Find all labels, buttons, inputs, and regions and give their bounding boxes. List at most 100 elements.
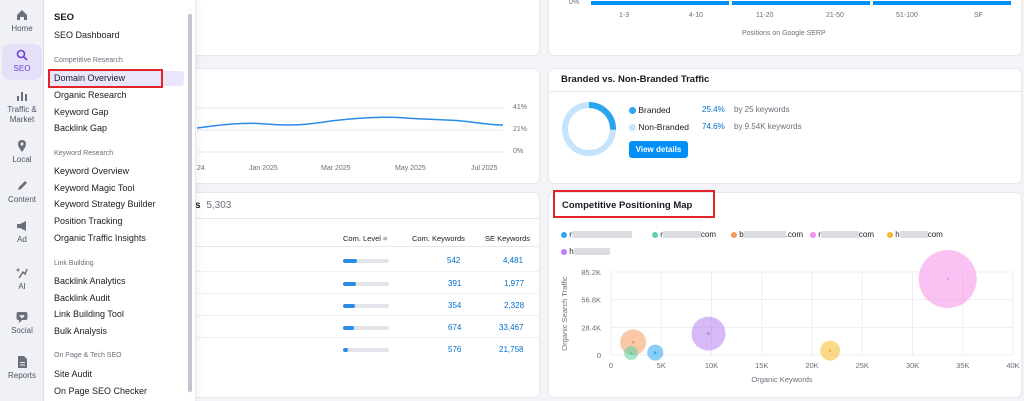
trend-x-tick: Jul 2025 bbox=[471, 165, 498, 172]
rail-item-home[interactable]: Home bbox=[2, 8, 42, 38]
legend-item[interactable]: r com bbox=[810, 230, 874, 239]
y-axis-label: Organic Search Traffic bbox=[560, 276, 569, 351]
menu-item-link-building-tool[interactable]: Link Building Tool bbox=[54, 309, 124, 319]
menu-item-domain-overview[interactable]: Domain Overview bbox=[48, 71, 184, 86]
se-keywords-value[interactable]: 2,328 bbox=[504, 301, 525, 310]
serp-cat: 11-20 bbox=[756, 12, 774, 19]
menu-item-site-audit[interactable]: Site Audit bbox=[54, 369, 93, 379]
serp-cat: 51-100 bbox=[896, 12, 918, 19]
trend-y-tick: 0% bbox=[513, 148, 524, 155]
menu-item-backlink-audit[interactable]: Backlink Audit bbox=[54, 293, 111, 303]
menu-item-keyword-magic-tool[interactable]: Keyword Magic Tool bbox=[54, 183, 135, 193]
x-tick-label: 30K bbox=[906, 361, 919, 370]
trend-x-tick: 24 bbox=[197, 165, 205, 172]
com-level-bar bbox=[343, 304, 389, 308]
rail-item-traffic-market[interactable]: Traffic & Market bbox=[2, 89, 42, 125]
legend-dot bbox=[652, 231, 658, 238]
com-level-fill bbox=[343, 282, 356, 286]
x-tick-label: 20K bbox=[805, 361, 818, 370]
legend-item[interactable]: b .com bbox=[731, 230, 803, 239]
com-keywords-value[interactable]: 576 bbox=[448, 345, 462, 354]
seo-icon bbox=[16, 49, 28, 61]
megaphone-icon bbox=[17, 221, 26, 231]
branded-row: Branded bbox=[629, 105, 671, 115]
com-level-bar bbox=[343, 259, 389, 263]
bar-chart-icon bbox=[17, 92, 27, 101]
com-level-fill bbox=[343, 304, 355, 308]
branded-desc: by 25 keywords bbox=[734, 105, 790, 114]
menu-item-on-page-seo-checker[interactable]: On Page SEO Checker bbox=[54, 386, 148, 396]
rail-item-local[interactable]: Local bbox=[2, 139, 42, 167]
rail-item-ai[interactable]: AI bbox=[2, 266, 42, 294]
serp-bar-3 bbox=[873, 1, 1011, 5]
menu-item-organic-research[interactable]: Organic Research bbox=[54, 90, 127, 100]
x-tick-label: 40K bbox=[1006, 361, 1019, 370]
legend-item[interactable]: r com bbox=[652, 230, 716, 239]
nav-rail: Home SEO Traffic & Market Local Content … bbox=[0, 0, 44, 401]
nonbranded-dot bbox=[629, 124, 636, 132]
serp-xlabel: Positions on Google SERP bbox=[742, 30, 826, 37]
com-keywords-value[interactable]: 542 bbox=[447, 256, 461, 265]
legend-dot bbox=[810, 231, 816, 238]
menu-item-bulk-analysis[interactable]: Bulk Analysis bbox=[54, 326, 108, 336]
x-tick-label: 10K bbox=[705, 361, 718, 370]
legend-dot bbox=[561, 231, 567, 238]
menu-item-keyword-overview[interactable]: Keyword Overview bbox=[54, 166, 130, 176]
legend-item[interactable]: h com bbox=[887, 230, 943, 239]
rail-item-social[interactable]: Social bbox=[2, 310, 42, 338]
rail-item-ad[interactable]: Ad bbox=[2, 219, 42, 247]
com-level-bar bbox=[343, 326, 389, 330]
menu-item-seo-dashboard[interactable]: SEO Dashboard bbox=[54, 30, 120, 40]
menu-item-position-tracking[interactable]: Position Tracking bbox=[54, 216, 123, 226]
y-tick-label: 28.4K bbox=[581, 323, 601, 332]
trend-x-tick: May 2025 bbox=[395, 165, 426, 172]
divider bbox=[151, 218, 539, 219]
row-divider bbox=[151, 337, 539, 338]
home-icon bbox=[17, 10, 27, 20]
menu-scrollbar[interactable] bbox=[188, 8, 192, 393]
com-keywords-value[interactable]: 354 bbox=[448, 301, 462, 310]
rail-item-content[interactable]: Content bbox=[2, 179, 42, 207]
trend-y-tick: 21% bbox=[513, 126, 528, 133]
branded-donut bbox=[562, 102, 616, 156]
com-keywords-value[interactable]: 391 bbox=[448, 279, 462, 288]
nonbranded-desc: by 9.54K keywords bbox=[734, 122, 802, 131]
document-icon bbox=[18, 356, 27, 368]
bubble-center bbox=[828, 349, 832, 352]
pen-icon bbox=[18, 181, 27, 190]
menu-item-keyword-gap[interactable]: Keyword Gap bbox=[54, 107, 109, 117]
se-keywords-value[interactable]: 1,977 bbox=[504, 279, 525, 288]
legend-item[interactable]: r bbox=[561, 230, 632, 239]
donut-branded bbox=[562, 102, 616, 156]
com-level-fill bbox=[343, 259, 357, 263]
branded-pct: 25.4% bbox=[702, 105, 725, 114]
menu-item-organic-traffic-insights[interactable]: Organic Traffic Insights bbox=[54, 233, 146, 243]
rail-item-reports[interactable]: Reports bbox=[2, 355, 42, 383]
se-keywords-value[interactable]: 21,758 bbox=[499, 345, 524, 354]
menu-section-label: Link Building bbox=[54, 260, 94, 267]
legend-item[interactable]: h bbox=[561, 247, 610, 256]
trend-x-tick: Mar 2025 bbox=[321, 165, 351, 172]
com-keywords-value[interactable]: 674 bbox=[448, 323, 462, 332]
cpm-scatter-chart: 85.2K 56.8K 28.4K 00 5K 10K 15K 20K 25K 30K 35K 40K… bbox=[560, 250, 1020, 384]
bubble-center bbox=[707, 332, 710, 335]
rail-item-seo[interactable]: SEO bbox=[2, 44, 42, 80]
com-level-fill bbox=[343, 326, 354, 330]
serp-cat: SF bbox=[974, 12, 983, 19]
row-divider bbox=[151, 271, 539, 272]
se-keywords-value[interactable]: 4,481 bbox=[503, 256, 524, 265]
view-details-button[interactable]: View details bbox=[629, 141, 688, 158]
menu-item-keyword-strategy-builder[interactable]: Keyword Strategy Builder bbox=[54, 199, 156, 209]
se-keywords-value[interactable]: 33,467 bbox=[499, 323, 524, 332]
bubble-center bbox=[631, 341, 635, 344]
serp-cat: 4-10 bbox=[689, 12, 704, 19]
com-level-header[interactable]: Com. Level ≡ bbox=[343, 234, 388, 243]
x-tick-label: 15K bbox=[755, 361, 768, 370]
menu-item-backlink-analytics[interactable]: Backlink Analytics bbox=[54, 276, 126, 286]
nonbranded-row: Non-Branded bbox=[629, 122, 689, 132]
menu-scrollbar-thumb[interactable] bbox=[188, 14, 192, 392]
branded-dot bbox=[629, 107, 636, 115]
highlight-box-domain-overview bbox=[48, 69, 163, 88]
x-axis-label: Organic Keywords bbox=[751, 375, 813, 384]
menu-item-backlink-gap[interactable]: Backlink Gap bbox=[54, 123, 108, 133]
